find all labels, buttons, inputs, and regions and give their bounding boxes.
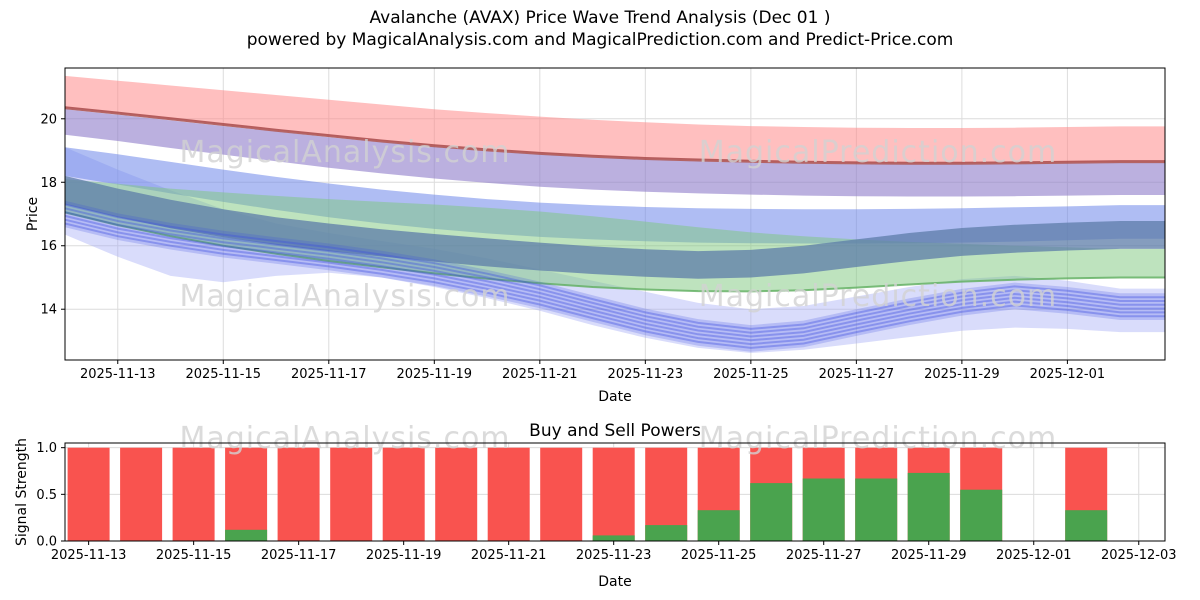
price-xtick: 2025-11-25 [713, 367, 789, 382]
signal-bars [67, 447, 1108, 541]
signal-xtick: 2025-11-19 [366, 548, 442, 563]
watermark-prediction: MagicalPrediction.com [699, 135, 1058, 170]
band-steel [65, 175, 1165, 279]
sell-bar [172, 447, 215, 541]
price-xtick: 2025-11-19 [397, 367, 473, 382]
buy-bar [855, 478, 898, 541]
buy-bar [750, 483, 793, 541]
page-subtitle: powered by MagicalAnalysis.com and Magic… [246, 30, 954, 50]
price-xtick: 2025-11-17 [291, 367, 367, 382]
sell-bar [592, 447, 635, 541]
price-bands [64, 75, 1165, 353]
bundle-line [64, 214, 1165, 342]
band-red-upper [65, 75, 1165, 164]
watermark-analysis: MagicalAnalysis.com [179, 279, 510, 314]
sell-bar [67, 447, 110, 541]
band-light-blue-wide [65, 147, 1165, 353]
sell-bar [277, 447, 320, 541]
signal-axis-label: Signal Strength [14, 437, 30, 547]
sell-bar [487, 447, 530, 541]
edge-green-edge [64, 211, 1165, 293]
sell-bar [225, 447, 268, 541]
signal-xtick: 2025-11-13 [51, 548, 127, 563]
buy-bar [697, 510, 740, 541]
buy-bar [802, 478, 845, 541]
sell-bar [382, 447, 425, 541]
bundle-line [64, 211, 1165, 338]
sell-bar [540, 447, 583, 541]
price-axis-label: Price [25, 196, 41, 232]
signal-ytick: 1.0 [36, 441, 57, 456]
watermark-analysis: MagicalAnalysis.com [179, 135, 510, 170]
watermark-prediction: MagicalPrediction.com [699, 421, 1058, 456]
signal-xtick: 2025-11-25 [681, 548, 757, 563]
bundle-line [64, 203, 1165, 330]
band-green [65, 179, 1165, 292]
signal-xtick: 2025-11-23 [576, 548, 652, 563]
watermark-prediction: MagicalPrediction.com [699, 279, 1058, 314]
price-xtick: 2025-11-13 [80, 367, 156, 382]
date-axis-label-top: Date [598, 389, 632, 405]
price-watermarks: MagicalAnalysis.com MagicalPrediction.com… [179, 135, 1058, 314]
band-purple [65, 109, 1165, 197]
edge-dark-red-edge [64, 106, 1165, 165]
buy-bar [1065, 510, 1108, 541]
signal-watermarks: MagicalAnalysis.com MagicalPrediction.com [179, 421, 1058, 456]
signal-xtick: 2025-11-29 [891, 548, 967, 563]
date-axis-label-bottom: Date [598, 574, 632, 590]
bundle-line [64, 207, 1165, 334]
buy-sell-chart: MagicalAnalysis.com MagicalPrediction.com… [36, 421, 1176, 563]
buy-bar [592, 535, 635, 541]
signal-chart-title: Buy and Sell Powers [529, 421, 701, 441]
buy-bar [907, 472, 950, 541]
watermark-analysis: MagicalAnalysis.com [179, 421, 510, 456]
price-xtick: 2025-11-27 [819, 367, 895, 382]
price-ytick: 14 [40, 303, 57, 318]
price-ytick: 20 [40, 112, 57, 127]
price-ytick: 18 [40, 176, 57, 191]
bundle-fill-blue-price-lines [65, 200, 1165, 352]
signal-xtick: 2025-12-01 [996, 548, 1072, 563]
price-axes: 14 16 18 20 2025-11-13 2025-11-15 2025-11-17 20… [40, 67, 1166, 382]
signal-xtick: 2025-11-17 [261, 548, 337, 563]
bundle-line [64, 218, 1165, 346]
signal-ytick: 0.5 [36, 488, 57, 503]
sell-bar [120, 447, 163, 541]
bundle-line [64, 222, 1165, 349]
signal-axes: 0.0 0.5 1.0 2025-11-13 2025-11-15 2025-11-17 2… [36, 441, 1176, 563]
signal-xtick: 2025-11-21 [471, 548, 547, 563]
price-ytick: 16 [40, 239, 57, 254]
price-wave-chart: MagicalAnalysis.com MagicalPrediction.com… [40, 67, 1166, 382]
price-xtick: 2025-11-15 [185, 367, 261, 382]
sell-bar [435, 447, 478, 541]
buy-bar [960, 489, 1003, 541]
band-blue-medium [65, 147, 1165, 244]
signal-ytick: 0.0 [36, 535, 57, 550]
sell-bar [330, 447, 373, 541]
buy-bar [225, 529, 268, 541]
price-xtick: 2025-12-01 [1030, 367, 1106, 382]
signal-xtick: 2025-11-27 [786, 548, 862, 563]
buy-bar [645, 525, 688, 541]
signal-xtick: 2025-12-03 [1101, 548, 1177, 563]
price-xtick: 2025-11-23 [608, 367, 684, 382]
price-xtick: 2025-11-21 [502, 367, 578, 382]
page-title: Avalanche (AVAX) Price Wave Trend Analys… [369, 8, 831, 28]
signal-xtick: 2025-11-15 [156, 548, 232, 563]
price-xtick: 2025-11-29 [924, 367, 1000, 382]
